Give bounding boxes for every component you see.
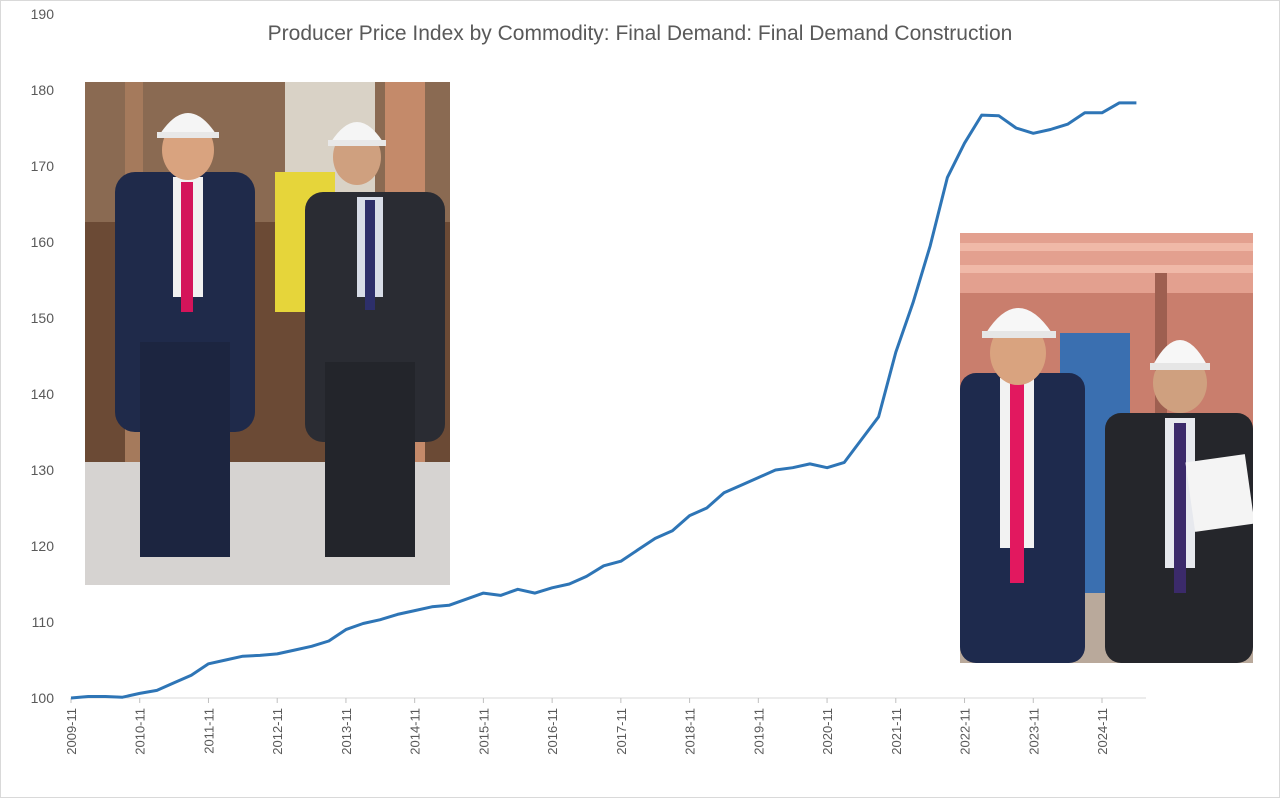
y-tick-label: 120 xyxy=(31,538,55,554)
y-tick-label: 180 xyxy=(31,82,55,98)
y-tick-label: 170 xyxy=(31,158,55,174)
x-tick-label: 2022-11 xyxy=(958,708,973,755)
x-tick-label: 2023-11 xyxy=(1026,708,1041,755)
x-axis: 2009-11 2010-11 2011-11 2012-11 2013-11 2014-… xyxy=(64,697,1146,755)
x-tick-label: 2024-11 xyxy=(1095,708,1110,755)
plot-area xyxy=(70,101,1137,700)
y-axis: 100 110 120 130 140 150 160 170 180 190 xyxy=(31,6,55,706)
x-tick-label: 2014-11 xyxy=(408,708,423,755)
photo-construction-left xyxy=(85,82,450,585)
x-tick-label: 2017-11 xyxy=(614,708,629,755)
y-tick-label: 100 xyxy=(31,690,55,706)
y-tick-label: 110 xyxy=(32,614,55,630)
x-tick-label: 2020-11 xyxy=(820,708,835,755)
y-tick-label: 140 xyxy=(31,386,55,402)
y-tick-label: 160 xyxy=(31,234,55,250)
chart-title: Producer Price Index by Commodity: Final… xyxy=(268,22,1013,45)
x-tick-label: 2011-11 xyxy=(201,708,216,754)
x-tick-label: 2018-11 xyxy=(683,708,698,755)
x-tick-label: 2016-11 xyxy=(545,708,560,755)
y-tick-label: 150 xyxy=(31,310,55,326)
photo-construction-right xyxy=(960,233,1253,663)
x-tick-label: 2015-11 xyxy=(476,708,491,755)
x-tick-label: 2019-11 xyxy=(751,708,766,755)
x-tick-label: 2012-11 xyxy=(270,708,285,755)
x-tick-label: 2010-11 xyxy=(133,708,148,755)
y-tick-label: 130 xyxy=(31,462,55,478)
x-tick-label: 2021-11 xyxy=(889,708,904,755)
series-line xyxy=(70,101,1137,700)
x-tick-label: 2013-11 xyxy=(339,708,354,755)
x-tick-label: 2009-11 xyxy=(64,708,79,755)
y-tick-label: 190 xyxy=(31,6,55,22)
